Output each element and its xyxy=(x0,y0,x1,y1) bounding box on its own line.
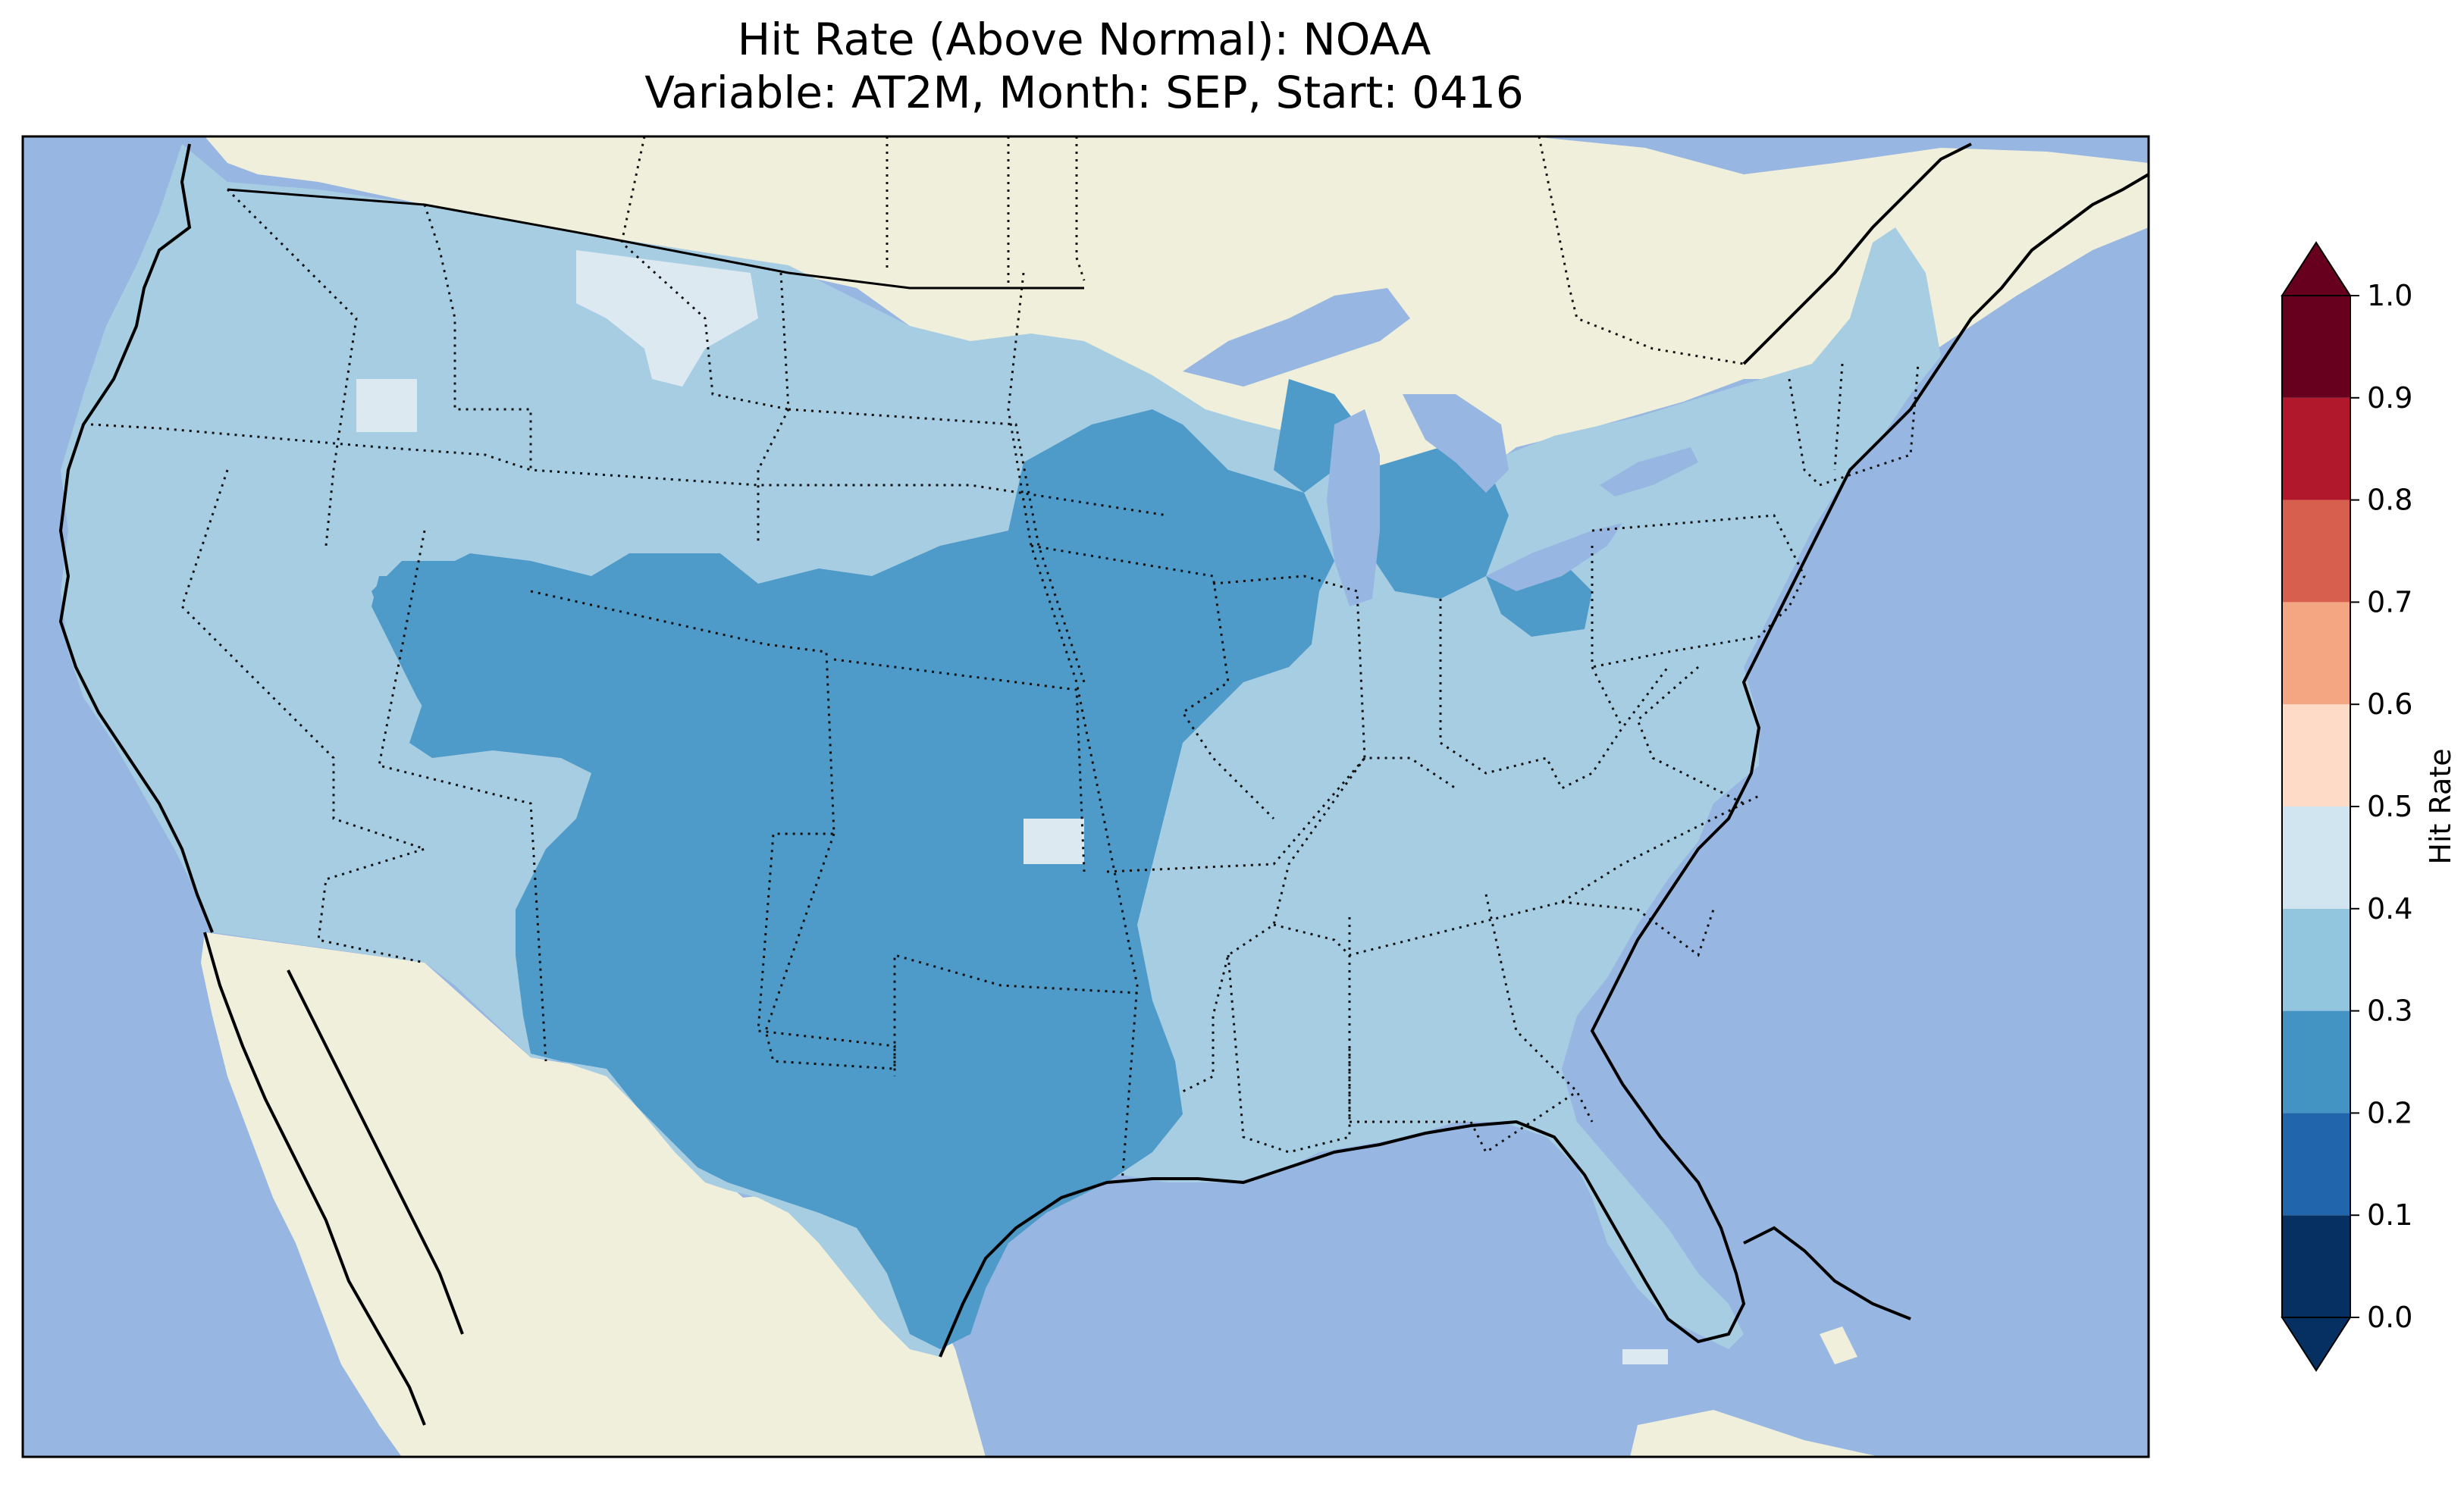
state-borders xyxy=(90,136,1920,1183)
baja-california xyxy=(201,932,425,1425)
coastlines xyxy=(58,143,2149,1426)
great-basin-region xyxy=(371,561,546,743)
colorbar-label: Hit Rate xyxy=(2424,748,2457,864)
map-frame xyxy=(21,135,2150,1458)
colorbar-bin xyxy=(2282,908,2350,1011)
maine-coast xyxy=(1939,173,2149,365)
map-title: Hit Rate (Above Normal): NOAA xyxy=(737,14,1431,65)
mexico-land xyxy=(205,932,986,1457)
cuba xyxy=(1630,1410,1880,1457)
montana-light-area xyxy=(576,250,758,387)
gulf-coast xyxy=(939,362,1942,1358)
colorbar-tick-label: 0.1 xyxy=(2367,1198,2412,1232)
us-hit-rate-0.2-0.3 xyxy=(371,379,1592,1349)
lake-superior xyxy=(1183,288,1410,387)
map-area xyxy=(23,136,2149,1457)
florida-light-area xyxy=(1622,1349,1668,1364)
us-canada-border xyxy=(227,188,1084,290)
colorbar-tick-label: 0.5 xyxy=(2367,790,2412,823)
oregon-light-area xyxy=(356,379,417,432)
colorbar-tick-label: 0.0 xyxy=(2367,1301,2412,1334)
colorbar-bin xyxy=(2282,1215,2350,1317)
colorbar-tick-label: 0.9 xyxy=(2367,381,2412,415)
baja-coast xyxy=(203,932,426,1426)
colorbar-tick-label: 0.3 xyxy=(2367,994,2412,1028)
gulf-of-california-coast xyxy=(287,969,464,1335)
central-plains-region xyxy=(371,409,1334,1349)
colorbar-tick-label: 0.4 xyxy=(2367,892,2412,926)
colorbar-tick-label: 0.6 xyxy=(2367,687,2412,721)
map-subtitle: Variable: AT2M, Month: SEP, Start: 0416 xyxy=(644,67,1524,118)
cuba-coast xyxy=(1743,1226,1911,1320)
colorbar-tick-label: 0.8 xyxy=(2367,484,2412,517)
colorbar-tick-label: 0.2 xyxy=(2367,1096,2412,1129)
lake-michigan xyxy=(1327,409,1380,606)
colorbar-bin xyxy=(2282,296,2350,398)
michigan-region xyxy=(1365,447,1509,599)
colorbar: 0.0 0.1 0.2 0.3 0.4 0.5 0.6 0.7 0.8 0.9 1.0 Hit Ra… xyxy=(2281,241,2457,1372)
colorbar-tick-label: 0.7 xyxy=(2367,585,2412,619)
pacific-coast xyxy=(58,143,214,933)
colorbar-bin xyxy=(2282,807,2350,909)
colorbar-extend-under xyxy=(2281,1317,2352,1372)
colorbar-bin xyxy=(2282,1010,2350,1113)
colorbar-bin xyxy=(2282,500,2350,603)
bahamas-island xyxy=(1820,1326,1857,1364)
colorbar-tick-label: 1.0 xyxy=(2367,279,2412,312)
colorbar-bins xyxy=(2282,296,2350,1317)
us-hit-rate-0.4-0.5 xyxy=(356,250,1668,1364)
lake-huron xyxy=(1403,394,1509,493)
colorbar-ticks: 0.0 0.1 0.2 0.3 0.4 0.5 0.6 0.7 0.8 0.9 1.0 xyxy=(2350,279,2412,1334)
colorbar-bin xyxy=(2282,1113,2350,1216)
st-lawrence-coast xyxy=(1742,143,1972,365)
lake-ontario xyxy=(1600,447,1698,496)
colorbar-extend-over xyxy=(2281,241,2352,296)
oklahoma-light-area xyxy=(1024,819,1084,864)
canada-land xyxy=(205,136,2149,568)
colorbar-bin xyxy=(2282,397,2350,500)
lake-erie xyxy=(1486,523,1622,591)
colorbar-bin xyxy=(2282,704,2350,807)
great-lakes xyxy=(1183,288,1698,606)
colorbar-bin xyxy=(2282,602,2350,705)
